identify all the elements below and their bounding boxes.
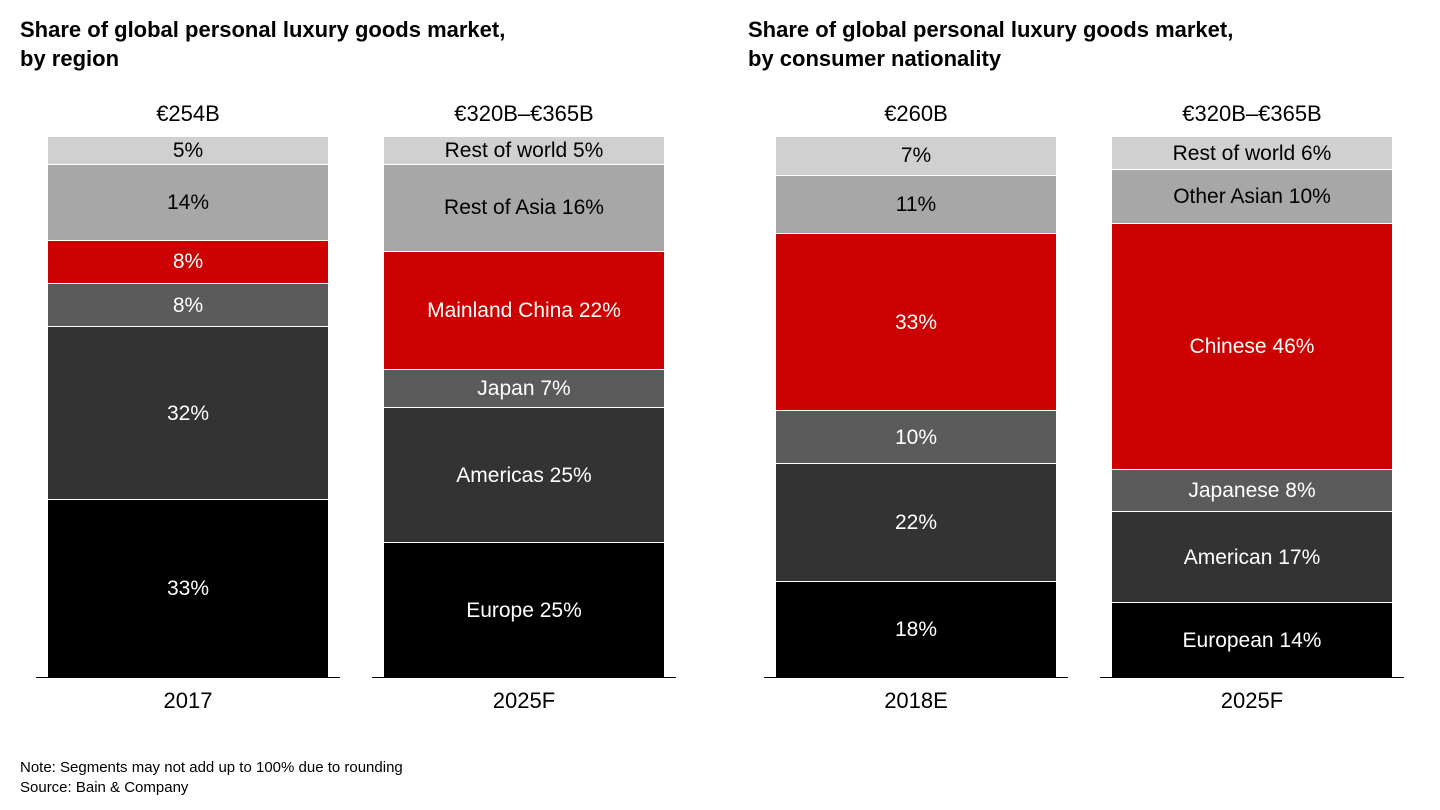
bar-col-region-2017: €254B 5%14%8%8%32%33% 2017: [48, 101, 328, 729]
bar-segment: 7%: [776, 137, 1056, 174]
footer: Note: Segments may not add up to 100% du…: [20, 758, 1420, 799]
bar-segment: Mainland China 22%: [384, 251, 664, 370]
bar-segment: 5%: [48, 137, 328, 164]
bar-segment: Rest of world 6%: [1112, 137, 1392, 169]
bar-xlabel: 2018E: [884, 688, 948, 714]
bar-segment: 18%: [776, 581, 1056, 677]
bar-xlabel: 2025F: [493, 688, 555, 714]
bar-segment: 32%: [48, 326, 328, 499]
bar-total-label: €260B: [884, 101, 948, 127]
chart-panel-region: Share of global personal luxury goods ma…: [20, 16, 692, 730]
bar-segment: European 14%: [1112, 602, 1392, 677]
bar-xlabel: 2017: [164, 688, 213, 714]
bar-segment: Rest of Asia 16%: [384, 164, 664, 250]
bar-segment: Europe 25%: [384, 542, 664, 677]
bar-segment: Japan 7%: [384, 369, 664, 407]
bar-segment: Rest of world 5%: [384, 137, 664, 164]
bar-segment: 22%: [776, 463, 1056, 581]
bar-segment: 10%: [776, 410, 1056, 463]
bar-segment: Chinese 46%: [1112, 223, 1392, 469]
bar-stack: 5%14%8%8%32%33%: [48, 137, 328, 678]
bar-segment: Other Asian 10%: [1112, 169, 1392, 222]
bar-total-label: €320B–€365B: [454, 101, 593, 127]
bar-stack: Rest of world 6%Other Asian 10%Chinese 4…: [1112, 137, 1392, 678]
footer-source: Source: Bain & Company: [20, 778, 1420, 798]
bar-col-region-2025f: €320B–€365B Rest of world 5%Rest of Asia…: [384, 101, 664, 729]
bars-row-nationality: €260B 7%11%33%10%22%18% 2018E €320B–€365…: [748, 101, 1420, 729]
bar-segment: 11%: [776, 175, 1056, 234]
bars-row-region: €254B 5%14%8%8%32%33% 2017 €320B–€365B R…: [20, 101, 692, 729]
bar-stack: 7%11%33%10%22%18%: [776, 137, 1056, 678]
bar-stack: Rest of world 5%Rest of Asia 16%Mainland…: [384, 137, 664, 678]
footer-note: Note: Segments may not add up to 100% du…: [20, 758, 1420, 778]
chart-title-nationality: Share of global personal luxury goods ma…: [748, 16, 1420, 73]
bar-total-label: €254B: [156, 101, 220, 127]
bar-segment: 33%: [776, 233, 1056, 409]
bar-segment: 14%: [48, 164, 328, 240]
bar-segment: Americas 25%: [384, 407, 664, 542]
bar-col-nationality-2018e: €260B 7%11%33%10%22%18% 2018E: [776, 101, 1056, 729]
charts-row: Share of global personal luxury goods ma…: [20, 16, 1420, 730]
chart-panel-nationality: Share of global personal luxury goods ma…: [748, 16, 1420, 730]
bar-segment: 8%: [48, 240, 328, 283]
page: Share of global personal luxury goods ma…: [0, 0, 1440, 810]
bar-total-label: €320B–€365B: [1182, 101, 1321, 127]
chart-title-region: Share of global personal luxury goods ma…: [20, 16, 692, 73]
bar-segment: Japanese 8%: [1112, 469, 1392, 512]
bar-segment: American 17%: [1112, 511, 1392, 602]
bar-xlabel: 2025F: [1221, 688, 1283, 714]
bar-col-nationality-2025f: €320B–€365B Rest of world 6%Other Asian …: [1112, 101, 1392, 729]
bar-segment: 33%: [48, 499, 328, 677]
bar-segment: 8%: [48, 283, 328, 326]
